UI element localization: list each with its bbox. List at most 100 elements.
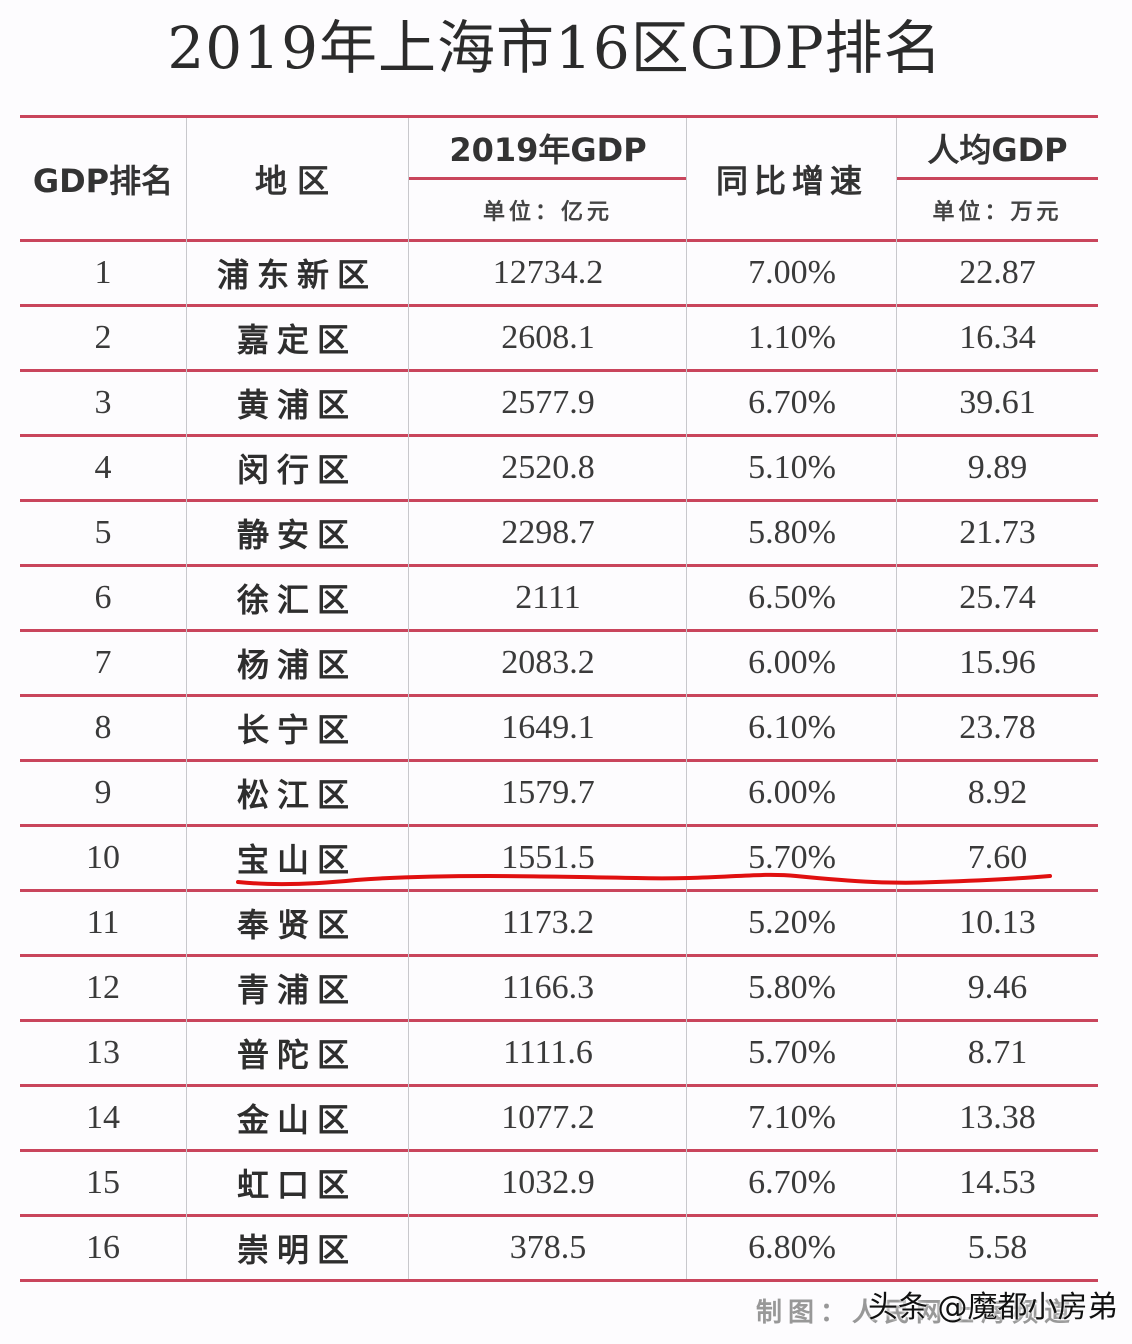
district-cell: 黄浦区 <box>236 386 357 424</box>
rank-cell: 14 <box>86 1099 120 1136</box>
header-growth: 同比增速 <box>715 161 868 200</box>
row-rule <box>20 369 1098 372</box>
growth-cell: 5.10% <box>748 449 836 486</box>
district-cell: 闵行区 <box>236 451 357 489</box>
gdp-cell: 1077.2 <box>501 1099 595 1136</box>
row-rule <box>20 889 1098 892</box>
per-capita-cell: 9.89 <box>967 449 1028 486</box>
district-cell: 普陀区 <box>236 1036 357 1074</box>
growth-cell: 1.10% <box>748 319 836 356</box>
district-cell: 青浦区 <box>236 971 357 1009</box>
growth-cell: 5.80% <box>748 969 836 1006</box>
growth-cell: 7.00% <box>748 254 836 291</box>
gdp-cell: 2083.2 <box>501 644 595 681</box>
growth-cell: 5.80% <box>748 514 836 551</box>
growth-cell: 5.70% <box>748 1034 836 1071</box>
per-capita-cell: 14.53 <box>959 1164 1036 1201</box>
watermark: 头条 @魔都小房弟 <box>868 1290 1118 1325</box>
district-cell: 金山区 <box>236 1101 357 1139</box>
district-cell: 浦东新区 <box>216 256 377 294</box>
growth-cell: 6.70% <box>748 1164 836 1201</box>
row-rule <box>20 1019 1098 1022</box>
per-capita-cell: 7.60 <box>967 839 1028 876</box>
header-gdp-unit: 单位：亿元 <box>482 199 613 225</box>
per-capita-cell: 15.96 <box>959 644 1036 681</box>
rank-cell: 8 <box>94 709 112 746</box>
growth-cell: 6.00% <box>748 644 836 681</box>
district-cell: 长宁区 <box>236 711 357 749</box>
rank-cell: 10 <box>86 839 120 876</box>
gdp-cell: 2111 <box>515 579 581 616</box>
rank-cell: 9 <box>94 774 112 811</box>
chart-credit: 制图：人民网上海频道 <box>756 1298 1077 1328</box>
per-capita-cell: 8.92 <box>967 774 1028 811</box>
row-rule <box>20 304 1098 307</box>
gdp-cell: 1551.5 <box>501 839 595 876</box>
column-divider <box>896 118 897 1279</box>
growth-cell: 5.70% <box>748 839 836 876</box>
rank-cell: 2 <box>94 319 112 356</box>
district-cell: 虹口区 <box>236 1166 357 1204</box>
gdp-cell: 378.5 <box>509 1229 587 1266</box>
rank-cell: 5 <box>94 514 112 551</box>
per-capita-cell: 13.38 <box>959 1099 1036 1136</box>
per-capita-cell: 22.87 <box>959 254 1036 291</box>
header-per-capita-unit: 单位：万元 <box>932 199 1063 225</box>
per-capita-cell: 21.73 <box>959 514 1036 551</box>
rank-cell: 13 <box>86 1034 120 1071</box>
gdp-cell: 1579.7 <box>501 774 595 811</box>
growth-cell: 6.70% <box>748 384 836 421</box>
per-capita-header-subrule <box>897 177 1098 180</box>
growth-cell: 6.10% <box>748 709 836 746</box>
growth-cell: 6.50% <box>748 579 836 616</box>
per-capita-cell: 9.46 <box>967 969 1028 1006</box>
rank-cell: 16 <box>86 1229 120 1266</box>
gdp-cell: 1173.2 <box>501 904 595 941</box>
gdp-cell: 2577.9 <box>501 384 595 421</box>
per-capita-cell: 39.61 <box>959 384 1036 421</box>
growth-cell: 6.80% <box>748 1229 836 1266</box>
column-divider <box>186 118 187 1279</box>
district-cell: 奉贤区 <box>236 906 357 944</box>
gdp-cell: 1166.3 <box>501 969 595 1006</box>
rank-cell: 6 <box>94 579 112 616</box>
district-cell: 静安区 <box>236 516 357 554</box>
header-bottom-rule <box>20 239 1098 242</box>
rank-cell: 11 <box>86 904 120 941</box>
row-rule <box>20 564 1098 567</box>
gdp-cell: 1032.9 <box>501 1164 595 1201</box>
gdp-header-subrule <box>409 177 687 180</box>
rank-cell: 3 <box>94 384 112 421</box>
rank-cell: 1 <box>94 254 112 291</box>
header-rank: GDP排名 <box>32 161 174 200</box>
column-divider <box>686 118 687 1279</box>
district-cell: 杨浦区 <box>236 646 357 684</box>
row-rule <box>20 1279 1098 1282</box>
per-capita-cell: 5.58 <box>967 1229 1028 1266</box>
column-divider <box>408 118 409 1279</box>
gdp-cell: 2298.7 <box>501 514 595 551</box>
per-capita-cell: 25.74 <box>959 579 1036 616</box>
growth-cell: 5.20% <box>748 904 836 941</box>
growth-cell: 6.00% <box>748 774 836 811</box>
district-cell: 宝山区 <box>236 841 357 879</box>
per-capita-cell: 16.34 <box>959 319 1036 356</box>
row-rule <box>20 1149 1098 1152</box>
per-capita-cell: 8.71 <box>967 1034 1028 1071</box>
gdp-cell: 1649.1 <box>501 709 595 746</box>
row-rule <box>20 499 1098 502</box>
row-rule <box>20 954 1098 957</box>
row-rule <box>20 694 1098 697</box>
row-rule <box>20 1084 1098 1087</box>
header-gdp: 2019年GDP <box>449 130 647 169</box>
district-cell: 崇明区 <box>236 1231 357 1269</box>
row-rule <box>20 824 1098 827</box>
district-cell: 徐汇区 <box>236 581 357 619</box>
header-district: 地区 <box>254 161 339 200</box>
header-per-capita: 人均GDP <box>927 130 1068 169</box>
row-rule <box>20 434 1098 437</box>
per-capita-cell: 10.13 <box>959 904 1036 941</box>
highlight-underline <box>236 872 1052 887</box>
rank-cell: 4 <box>94 449 112 486</box>
gdp-cell: 1111.6 <box>503 1034 593 1071</box>
